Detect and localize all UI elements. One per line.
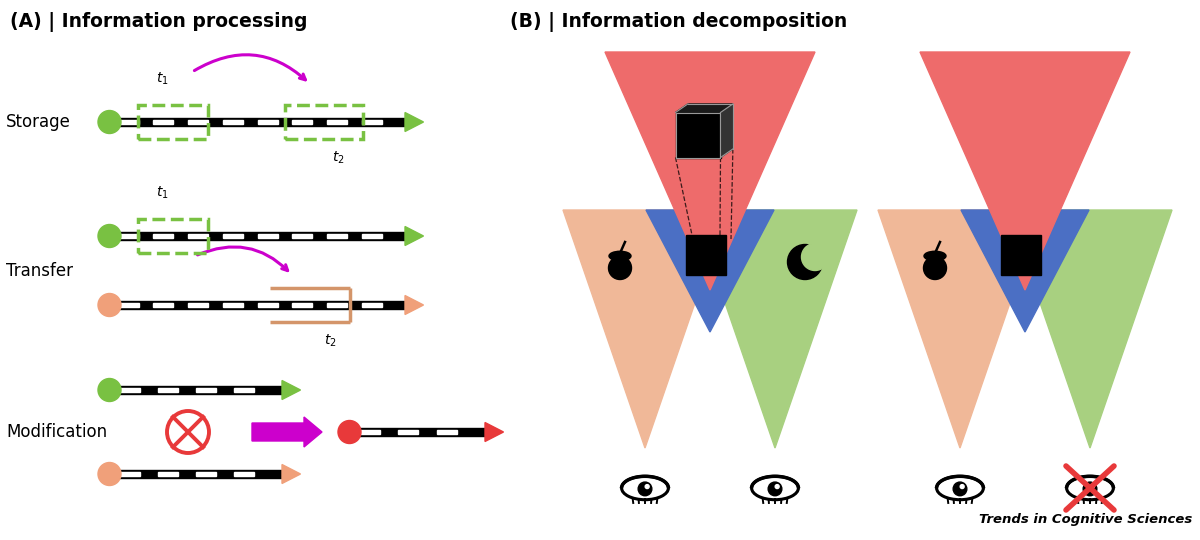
Bar bbox=[188, 119, 208, 124]
Bar bbox=[326, 234, 347, 238]
Circle shape bbox=[98, 225, 121, 247]
FancyArrow shape bbox=[252, 417, 322, 447]
Polygon shape bbox=[282, 381, 300, 400]
Bar bbox=[293, 234, 312, 238]
Polygon shape bbox=[646, 210, 774, 332]
Circle shape bbox=[1084, 482, 1097, 496]
Bar bbox=[350, 428, 485, 436]
Ellipse shape bbox=[924, 251, 946, 261]
Bar bbox=[437, 430, 457, 434]
Bar bbox=[119, 302, 139, 307]
Bar bbox=[361, 302, 382, 307]
Polygon shape bbox=[605, 52, 815, 290]
Circle shape bbox=[953, 482, 967, 496]
Circle shape bbox=[638, 482, 652, 496]
Bar bbox=[234, 388, 254, 393]
Ellipse shape bbox=[937, 476, 984, 500]
Bar bbox=[676, 112, 720, 158]
Ellipse shape bbox=[751, 476, 798, 500]
Bar bbox=[361, 234, 382, 238]
Bar bbox=[1001, 235, 1042, 275]
Bar bbox=[234, 471, 254, 476]
Bar bbox=[154, 119, 173, 124]
Circle shape bbox=[768, 482, 782, 496]
Bar bbox=[154, 234, 173, 238]
Text: Transfer: Transfer bbox=[6, 261, 73, 280]
Bar bbox=[360, 430, 379, 434]
Text: $t_1$: $t_1$ bbox=[156, 185, 168, 201]
Polygon shape bbox=[485, 422, 504, 442]
Circle shape bbox=[1090, 484, 1094, 489]
Polygon shape bbox=[694, 210, 857, 448]
Circle shape bbox=[608, 256, 631, 280]
Bar bbox=[258, 119, 277, 124]
Polygon shape bbox=[878, 210, 1042, 448]
Polygon shape bbox=[920, 52, 1130, 290]
Bar bbox=[110, 470, 282, 477]
Bar bbox=[258, 302, 277, 307]
Circle shape bbox=[802, 244, 828, 271]
Bar bbox=[120, 388, 139, 393]
Polygon shape bbox=[676, 104, 733, 112]
Bar bbox=[686, 235, 726, 275]
Bar bbox=[361, 119, 382, 124]
Bar bbox=[196, 388, 216, 393]
Bar bbox=[110, 301, 406, 308]
Text: $t_2$: $t_2$ bbox=[331, 150, 344, 166]
Text: Trends in Cognitive Sciences: Trends in Cognitive Sciences bbox=[979, 513, 1192, 526]
Bar bbox=[188, 234, 208, 238]
Bar bbox=[188, 302, 208, 307]
Bar bbox=[120, 471, 139, 476]
Ellipse shape bbox=[622, 476, 668, 500]
Polygon shape bbox=[961, 210, 1090, 332]
Bar bbox=[398, 430, 419, 434]
Ellipse shape bbox=[1067, 476, 1114, 500]
Bar bbox=[157, 471, 178, 476]
Bar bbox=[110, 118, 406, 126]
Polygon shape bbox=[563, 210, 727, 448]
Circle shape bbox=[960, 484, 964, 489]
Text: (B) | Information decomposition: (B) | Information decomposition bbox=[510, 12, 847, 32]
Circle shape bbox=[98, 111, 121, 133]
Bar bbox=[258, 234, 277, 238]
Bar bbox=[223, 234, 242, 238]
Bar bbox=[138, 219, 208, 253]
Circle shape bbox=[338, 421, 361, 443]
Circle shape bbox=[98, 379, 121, 402]
Bar bbox=[196, 471, 216, 476]
Text: $t_1$: $t_1$ bbox=[156, 71, 168, 87]
Circle shape bbox=[924, 256, 947, 280]
Bar bbox=[293, 119, 312, 124]
Bar bbox=[154, 302, 173, 307]
Circle shape bbox=[98, 294, 121, 316]
Bar bbox=[286, 105, 364, 139]
Circle shape bbox=[646, 484, 649, 489]
Text: Modification: Modification bbox=[6, 423, 107, 441]
Circle shape bbox=[98, 462, 121, 485]
Text: (A) | Information processing: (A) | Information processing bbox=[10, 12, 307, 32]
Polygon shape bbox=[406, 226, 424, 246]
Bar bbox=[110, 387, 282, 394]
Circle shape bbox=[775, 484, 779, 489]
Ellipse shape bbox=[608, 251, 631, 261]
Bar bbox=[326, 302, 347, 307]
Text: $t_2$: $t_2$ bbox=[324, 333, 336, 349]
Polygon shape bbox=[282, 464, 300, 483]
Bar bbox=[223, 119, 242, 124]
Bar bbox=[223, 302, 242, 307]
Bar bbox=[293, 302, 312, 307]
Polygon shape bbox=[720, 104, 733, 158]
Polygon shape bbox=[1008, 210, 1172, 448]
Polygon shape bbox=[406, 295, 424, 314]
Polygon shape bbox=[406, 112, 424, 132]
Bar bbox=[157, 388, 178, 393]
Bar bbox=[110, 232, 406, 240]
Text: Storage: Storage bbox=[6, 113, 71, 131]
Bar bbox=[326, 119, 347, 124]
Circle shape bbox=[787, 245, 822, 280]
Bar bbox=[138, 105, 208, 139]
Bar bbox=[119, 119, 139, 124]
Bar bbox=[119, 234, 139, 238]
